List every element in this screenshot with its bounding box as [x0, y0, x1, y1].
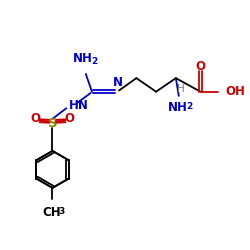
Text: NH: NH	[168, 101, 188, 114]
Text: 2: 2	[91, 57, 98, 66]
Text: NH: NH	[73, 52, 93, 65]
Text: O: O	[30, 112, 40, 125]
Text: S: S	[48, 117, 57, 130]
Text: H: H	[177, 84, 185, 94]
Text: O: O	[196, 60, 205, 73]
Text: CH: CH	[42, 206, 60, 219]
Text: 2: 2	[186, 102, 192, 111]
Text: OH: OH	[225, 85, 245, 98]
Text: N: N	[113, 76, 123, 89]
Text: 3: 3	[59, 207, 65, 216]
Text: HN: HN	[69, 99, 89, 112]
Text: O: O	[65, 112, 75, 125]
